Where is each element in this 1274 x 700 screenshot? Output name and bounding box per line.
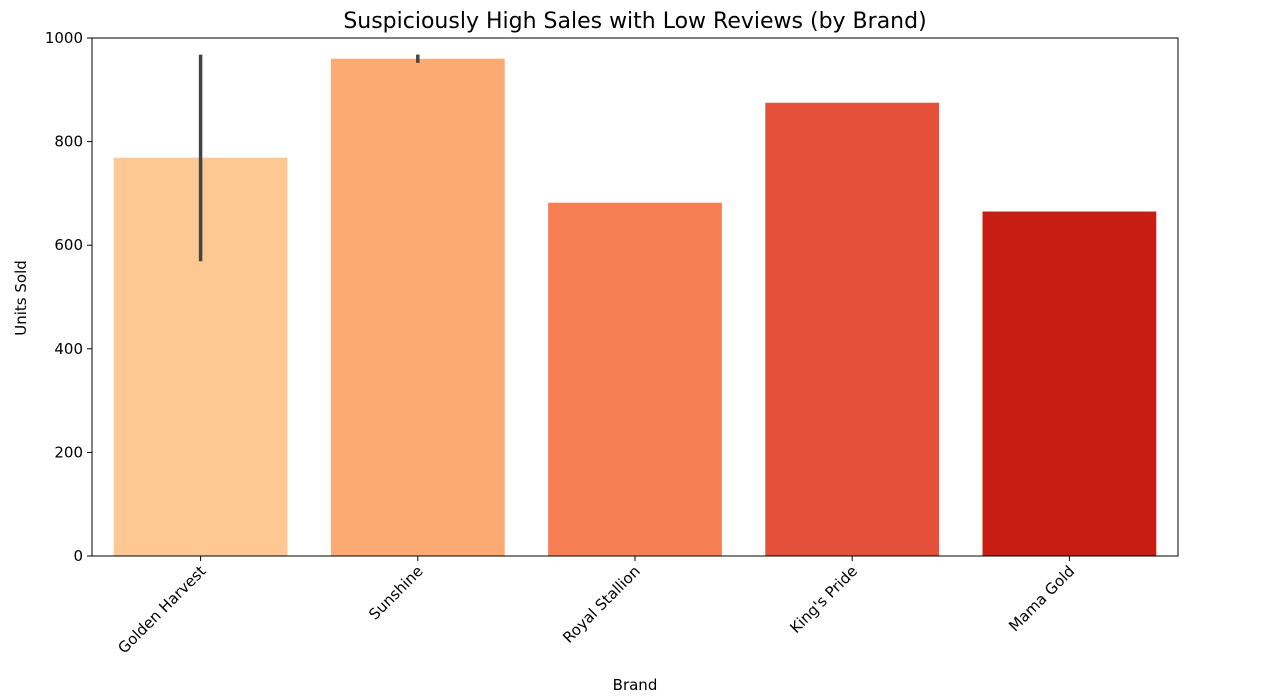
y-tick-label: 0 <box>73 547 83 565</box>
x-tick-label: Mama Gold <box>1005 562 1078 635</box>
x-tick-label: Sunshine <box>365 562 426 623</box>
chart-title: Suspiciously High Sales with Low Reviews… <box>343 9 926 34</box>
y-axis-label: Units Sold <box>12 260 30 336</box>
bar-royal-stallion <box>548 202 722 556</box>
y-tick-label: 600 <box>54 236 83 254</box>
x-axis-ticks: Golden Harvest Sunshine Royal Stallion King… <box>114 556 1078 657</box>
y-tick-label: 1000 <box>45 29 83 47</box>
x-tick-label: King's Pride <box>786 562 861 637</box>
y-tick-label: 800 <box>54 133 83 151</box>
x-axis-label: Brand <box>613 676 658 694</box>
bars-layer <box>113 58 1157 556</box>
y-tick-label: 200 <box>54 443 83 461</box>
error-bars-layer <box>198 54 420 262</box>
bar-sunshine <box>330 58 505 556</box>
x-tick-label: Royal Stallion <box>559 562 644 647</box>
bar-mama-gold <box>982 211 1157 556</box>
x-tick-label: Golden Harvest <box>114 562 209 657</box>
bar-king-s-pride <box>765 102 940 556</box>
y-axis-ticks: 0 200 400 600 800 1000 <box>45 29 92 565</box>
y-tick-label: 400 <box>54 340 83 358</box>
